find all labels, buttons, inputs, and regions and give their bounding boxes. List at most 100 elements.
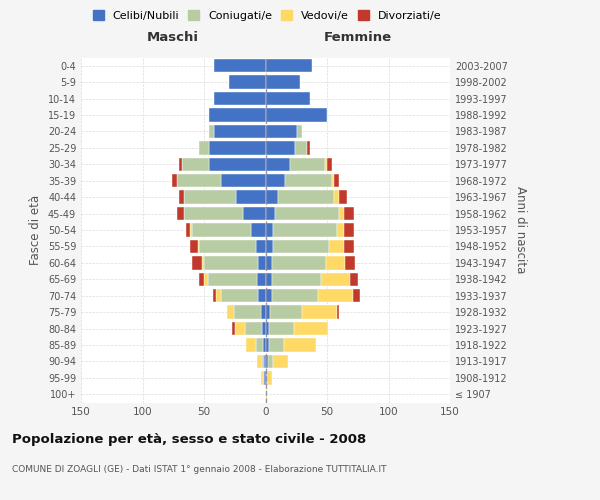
Bar	[265, 92, 310, 106]
Bar	[212, 289, 217, 302]
Bar	[302, 306, 337, 319]
Bar	[177, 207, 184, 220]
Text: Maschi: Maschi	[147, 30, 199, 44]
Bar	[268, 354, 273, 368]
Bar	[221, 289, 258, 302]
Bar	[208, 272, 257, 286]
Bar	[271, 306, 302, 319]
Bar	[229, 76, 265, 89]
Bar	[256, 240, 265, 253]
Y-axis label: Fasce di età: Fasce di età	[29, 195, 42, 265]
Bar	[334, 174, 340, 188]
Bar	[265, 354, 268, 368]
Bar	[264, 354, 265, 368]
Bar	[257, 354, 262, 368]
Bar	[257, 272, 265, 286]
Bar	[209, 158, 265, 171]
Bar	[273, 240, 329, 253]
Bar	[265, 371, 267, 384]
Bar	[251, 224, 265, 236]
Bar	[272, 256, 326, 270]
Bar	[265, 108, 327, 122]
Bar	[172, 174, 177, 188]
Bar	[325, 158, 327, 171]
Bar	[202, 256, 204, 270]
Bar	[265, 141, 295, 154]
Bar	[182, 158, 209, 171]
Bar	[258, 256, 265, 270]
Bar	[285, 174, 332, 188]
Bar	[332, 174, 334, 188]
Bar	[265, 388, 267, 401]
Bar	[346, 256, 355, 270]
Bar	[329, 240, 344, 253]
Bar	[179, 190, 184, 204]
Bar	[344, 224, 354, 236]
Bar	[198, 240, 199, 253]
Bar	[217, 289, 221, 302]
Bar	[214, 59, 265, 72]
Bar	[290, 158, 325, 171]
Bar	[184, 207, 244, 220]
Bar	[214, 124, 265, 138]
Bar	[265, 190, 278, 204]
Bar	[199, 141, 209, 154]
Bar	[264, 371, 265, 384]
Bar	[272, 289, 319, 302]
Bar	[278, 190, 334, 204]
Text: Femmine: Femmine	[323, 30, 392, 44]
Bar	[190, 224, 192, 236]
Y-axis label: Anni di nascita: Anni di nascita	[514, 186, 527, 274]
Bar	[265, 256, 272, 270]
Bar	[265, 240, 273, 253]
Text: Popolazione per età, sesso e stato civile - 2008: Popolazione per età, sesso e stato civil…	[12, 432, 366, 446]
Bar	[265, 338, 269, 351]
Bar	[273, 224, 337, 236]
Bar	[204, 256, 258, 270]
Bar	[199, 272, 204, 286]
Bar	[260, 371, 263, 384]
Bar	[265, 158, 290, 171]
Bar	[340, 190, 347, 204]
Bar	[246, 338, 256, 351]
Bar	[265, 124, 298, 138]
Bar	[262, 322, 265, 336]
Bar	[273, 354, 287, 368]
Bar	[265, 207, 275, 220]
Bar	[258, 289, 265, 302]
Bar	[221, 174, 265, 188]
Bar	[244, 207, 265, 220]
Bar	[337, 224, 344, 236]
Bar	[233, 306, 260, 319]
Bar	[267, 371, 272, 384]
Bar	[265, 59, 312, 72]
Bar	[227, 306, 233, 319]
Bar	[284, 338, 316, 351]
Bar	[265, 289, 272, 302]
Bar	[327, 158, 332, 171]
Bar	[340, 207, 344, 220]
Bar	[326, 256, 346, 270]
Bar	[265, 306, 271, 319]
Bar	[307, 141, 310, 154]
Bar	[192, 256, 202, 270]
Bar	[199, 240, 256, 253]
Bar	[214, 92, 265, 106]
Bar	[272, 272, 321, 286]
Bar	[344, 240, 354, 253]
Bar	[334, 190, 340, 204]
Bar	[269, 338, 284, 351]
Bar	[294, 322, 328, 336]
Bar	[262, 354, 264, 368]
Bar	[232, 322, 235, 336]
Bar	[245, 322, 262, 336]
Bar	[298, 124, 302, 138]
Bar	[184, 190, 236, 204]
Bar	[209, 108, 265, 122]
Bar	[209, 141, 265, 154]
Bar	[265, 76, 300, 89]
Bar	[319, 289, 353, 302]
Bar	[263, 338, 265, 351]
Bar	[265, 174, 285, 188]
Bar	[350, 272, 358, 286]
